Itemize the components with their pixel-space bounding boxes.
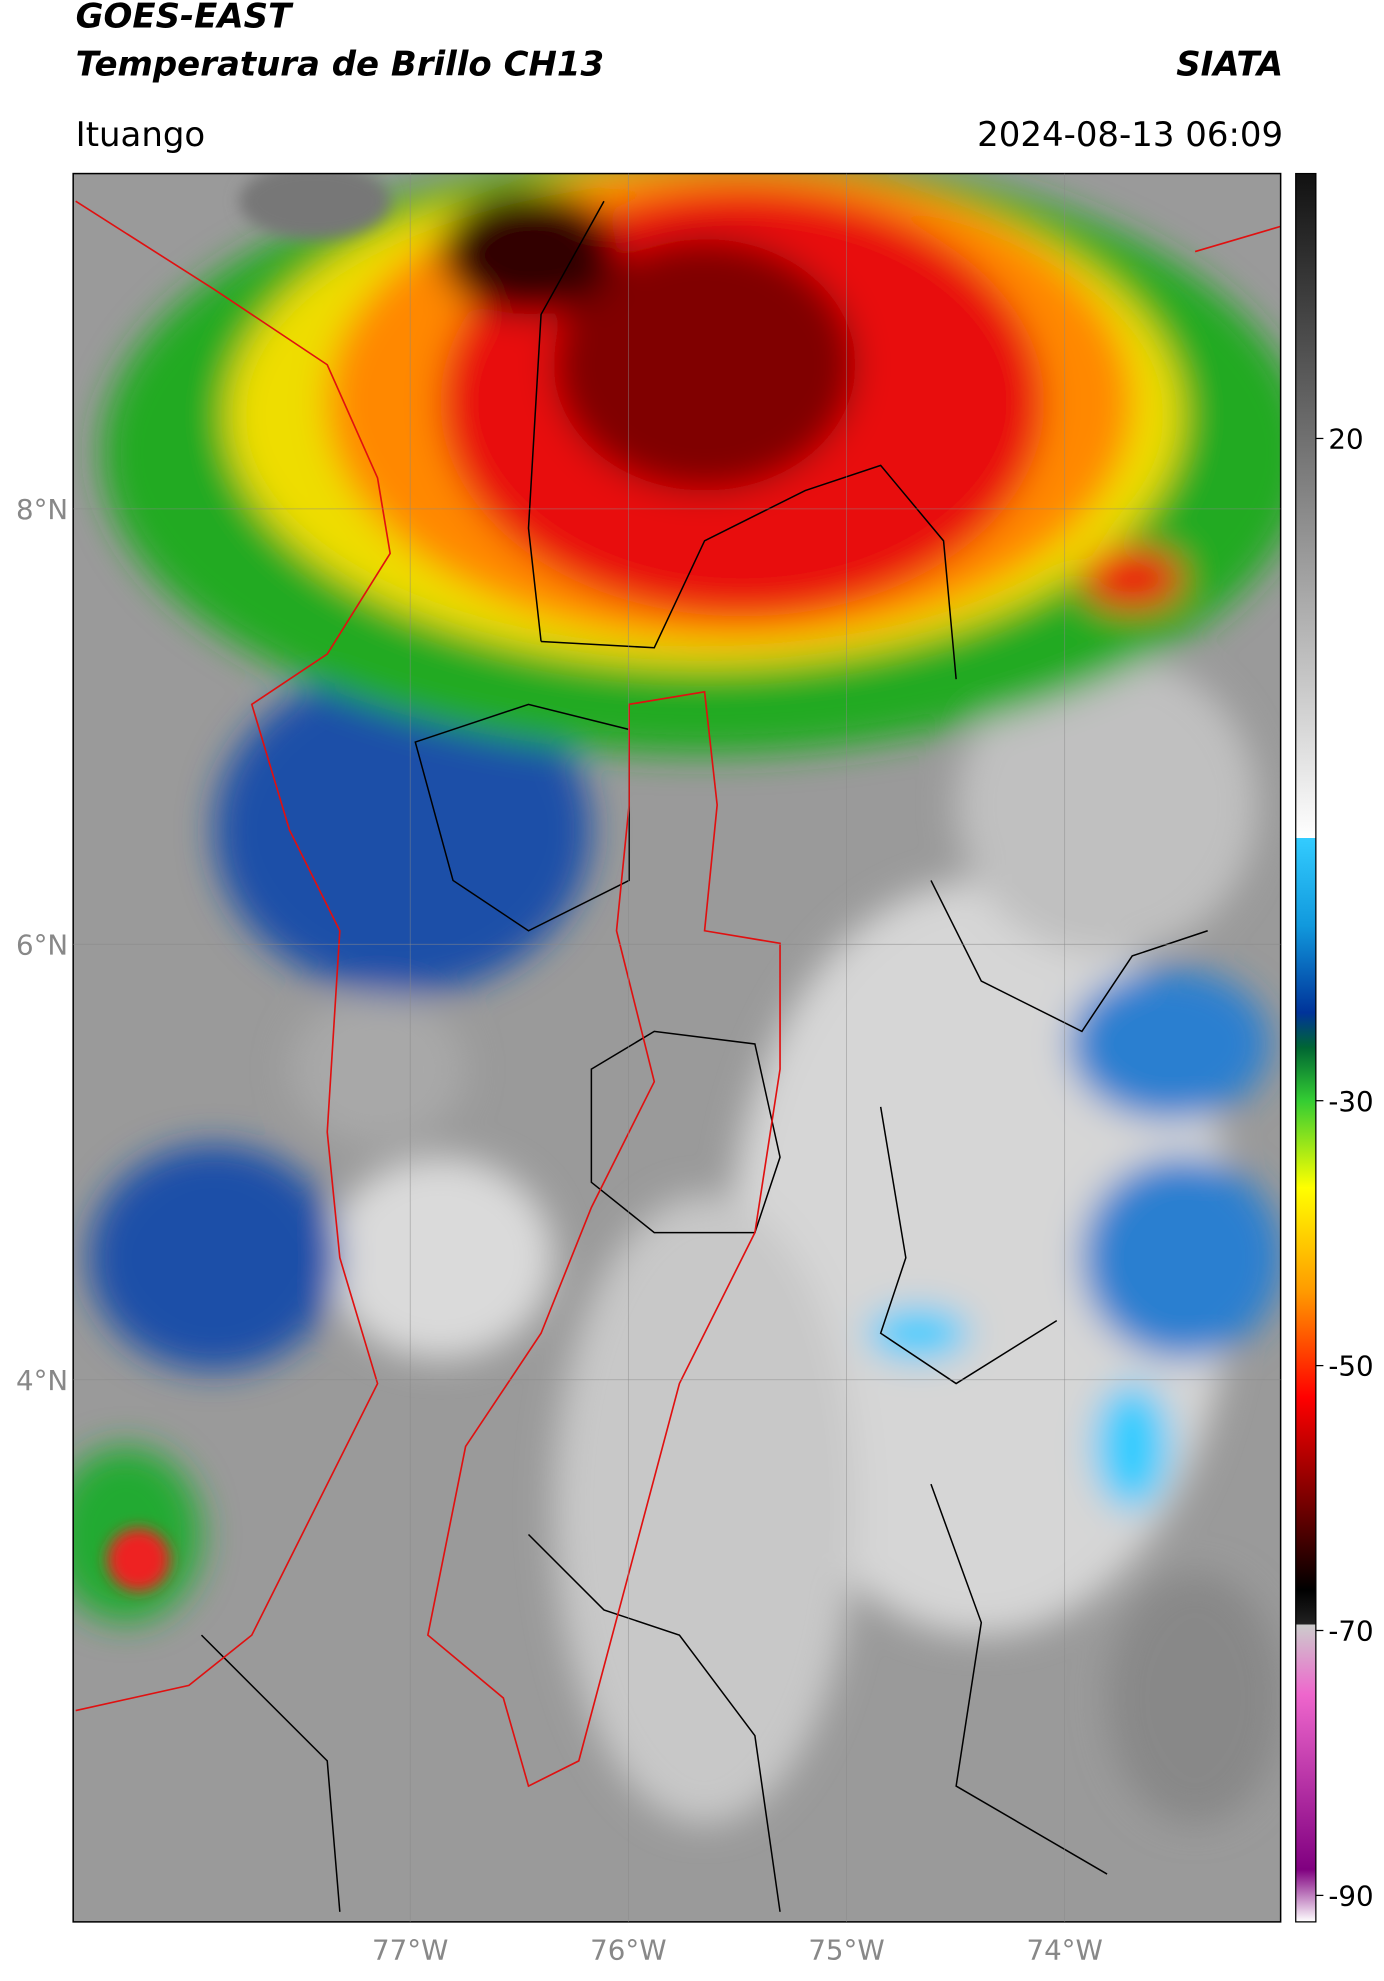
y-tick-label: 4°N (16, 1364, 68, 1397)
y-tick-label: 6°N (16, 928, 68, 961)
x-tick-label: 76°W (590, 1934, 666, 1967)
y-tick-label: 8°N (16, 493, 68, 526)
satellite-image (73, 173, 1281, 1922)
graticule (73, 173, 1281, 1922)
colorbar (1295, 172, 1317, 1923)
map-frame (72, 172, 1282, 1923)
x-tick-label: 75°W (808, 1934, 884, 1967)
colorbar-tick-label: 20 (1328, 423, 1363, 456)
title: GOES-EAST (76, 0, 294, 37)
colorbar-tick-label: -90 (1328, 1879, 1373, 1912)
location: Ituango (76, 115, 206, 155)
colorbar-tick-label: -50 (1328, 1350, 1373, 1383)
colorbar-tick-label: -70 (1328, 1615, 1373, 1648)
x-tick-label: 74°W (1026, 1934, 1102, 1967)
x-tick-label: 77°W (372, 1934, 448, 1967)
datetime: 2024-08-13 06:09 (977, 115, 1283, 155)
subtitle: Temperatura de Brillo CH13 (76, 44, 604, 84)
colorbar-tick-label: -30 (1328, 1085, 1373, 1118)
source: SIATA (1176, 44, 1283, 84)
